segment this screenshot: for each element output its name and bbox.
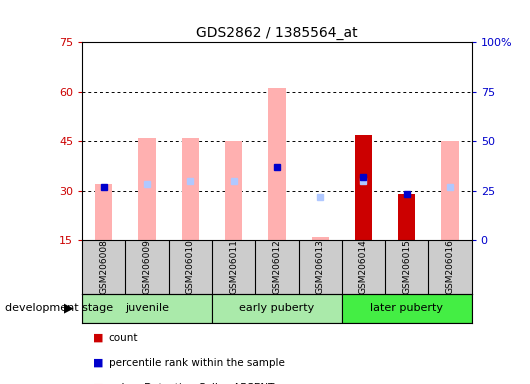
Text: GSM206013: GSM206013 (316, 240, 325, 294)
Text: GSM206012: GSM206012 (272, 240, 281, 294)
Text: GSM206016: GSM206016 (446, 240, 455, 294)
Title: GDS2862 / 1385564_at: GDS2862 / 1385564_at (196, 26, 358, 40)
Text: development stage: development stage (5, 303, 113, 313)
Text: GSM206014: GSM206014 (359, 240, 368, 294)
Text: count: count (109, 333, 138, 343)
Bar (398, 194, 416, 240)
Text: GSM206015: GSM206015 (402, 240, 411, 294)
Bar (182, 138, 199, 240)
Bar (441, 141, 458, 240)
Bar (212, 294, 342, 323)
Text: juvenile: juvenile (125, 303, 169, 313)
Text: early puberty: early puberty (240, 303, 314, 313)
Bar (95, 184, 112, 240)
Text: later puberty: later puberty (370, 303, 443, 313)
Text: GSM206008: GSM206008 (99, 240, 108, 294)
Text: GSM206010: GSM206010 (186, 240, 195, 294)
Text: GSM206009: GSM206009 (143, 240, 152, 294)
Bar (82, 294, 212, 323)
Bar (312, 237, 329, 240)
Text: ■: ■ (93, 358, 103, 368)
Bar (268, 88, 286, 240)
Bar (355, 134, 372, 240)
Bar (138, 138, 156, 240)
Text: value, Detection Call = ABSENT: value, Detection Call = ABSENT (109, 383, 274, 384)
Text: GSM206011: GSM206011 (229, 240, 238, 294)
Bar (342, 294, 472, 323)
Text: percentile rank within the sample: percentile rank within the sample (109, 358, 285, 368)
Bar (225, 141, 242, 240)
Text: ■: ■ (93, 333, 103, 343)
Text: ■: ■ (93, 383, 103, 384)
Text: ▶: ▶ (64, 302, 74, 314)
